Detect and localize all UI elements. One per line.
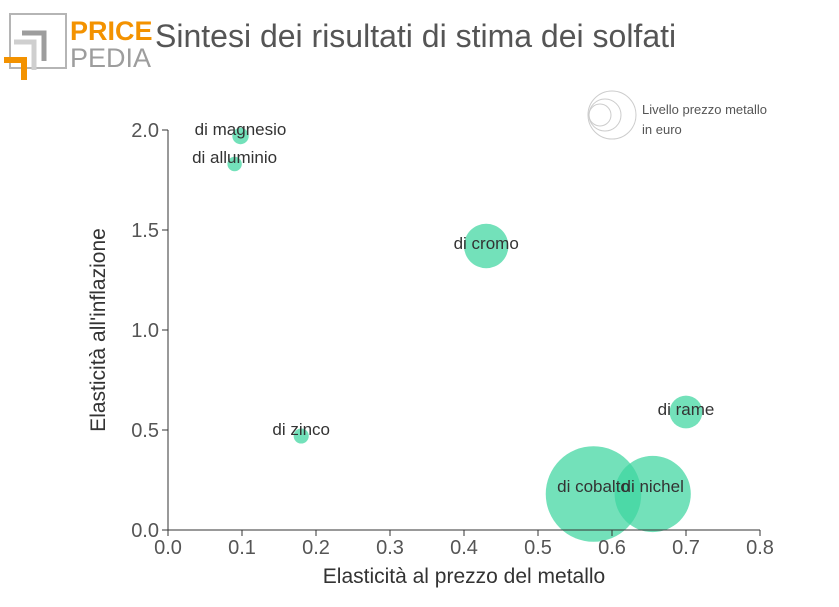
bubble-label: di cobalto [557,477,630,496]
y-tick-label: 0.0 [131,520,159,542]
bubble-label: di cromo [454,234,519,253]
page-title: Sintesi dei risultati di stima dei solfa… [155,18,677,54]
x-tick-label: 0.6 [598,537,626,559]
pricepedia-logo: PRICE PEDIA [4,13,153,80]
x-tick-label: 0.3 [376,537,404,559]
y-tick-label: 1.0 [131,320,159,342]
bubble-label: di zinco [272,420,330,439]
size-legend-label-line1: Livello prezzo metallo [642,102,767,117]
size-legend: Livello prezzo metallo in euro [587,90,767,140]
bubble-point [293,428,309,444]
bubble-label: di nichel [622,477,684,496]
bubble-label: di alluminio [192,148,277,167]
size-legend-label-line2: in euro [642,122,682,137]
bubble-point [227,156,242,172]
x-tick-label: 0.2 [302,537,330,559]
bubble-point [232,127,249,145]
bubble-point [614,455,691,533]
x-tick-label: 0.0 [154,537,182,559]
bubble-point [669,395,703,429]
x-tick-label: 0.1 [228,537,256,559]
x-tick-label: 0.4 [450,537,478,559]
bubble-point [464,223,509,269]
x-axis-label: Elasticità al prezzo del metallo [323,565,605,588]
logo-text-pedia: PEDIA [70,43,151,73]
logo-mark-icon [4,13,67,80]
bubble-point [545,446,642,542]
bubble-label: di rame [658,400,715,419]
y-tick-label: 2.0 [131,120,159,142]
x-tick-label: 0.8 [746,537,774,559]
x-tick-label: 0.7 [672,537,700,559]
size-legend-circle-small [588,103,612,127]
logo-text-price: PRICE [70,16,153,46]
bubble-layer [227,127,703,542]
y-axis-label: Elasticità all'inflazione [87,228,110,432]
bubble-label-layer: di magnesio di alluminio di cromo di rame di… [192,120,714,496]
size-legend-circle-large [587,90,637,140]
x-tick-label: 0.5 [524,537,552,559]
axes-layer: 0.0 0.1 0.2 0.3 0.4 0.5 0.6 0.7 0.8 0.0 0.5 1.0 1.5 2… [131,120,774,559]
bubble-label: di magnesio [195,120,287,139]
y-tick-label: 1.5 [131,220,159,242]
y-tick-label: 0.5 [131,420,159,442]
size-legend-circle-medium [588,98,622,132]
